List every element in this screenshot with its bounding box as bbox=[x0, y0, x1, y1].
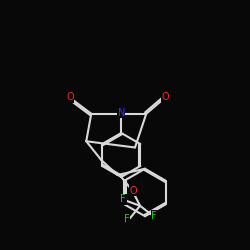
Text: F: F bbox=[120, 194, 126, 204]
Text: O: O bbox=[130, 186, 138, 196]
Text: F: F bbox=[152, 211, 157, 221]
Text: O: O bbox=[66, 92, 74, 102]
Text: F: F bbox=[124, 214, 130, 224]
Text: N: N bbox=[118, 108, 125, 118]
Text: O: O bbox=[161, 92, 169, 102]
